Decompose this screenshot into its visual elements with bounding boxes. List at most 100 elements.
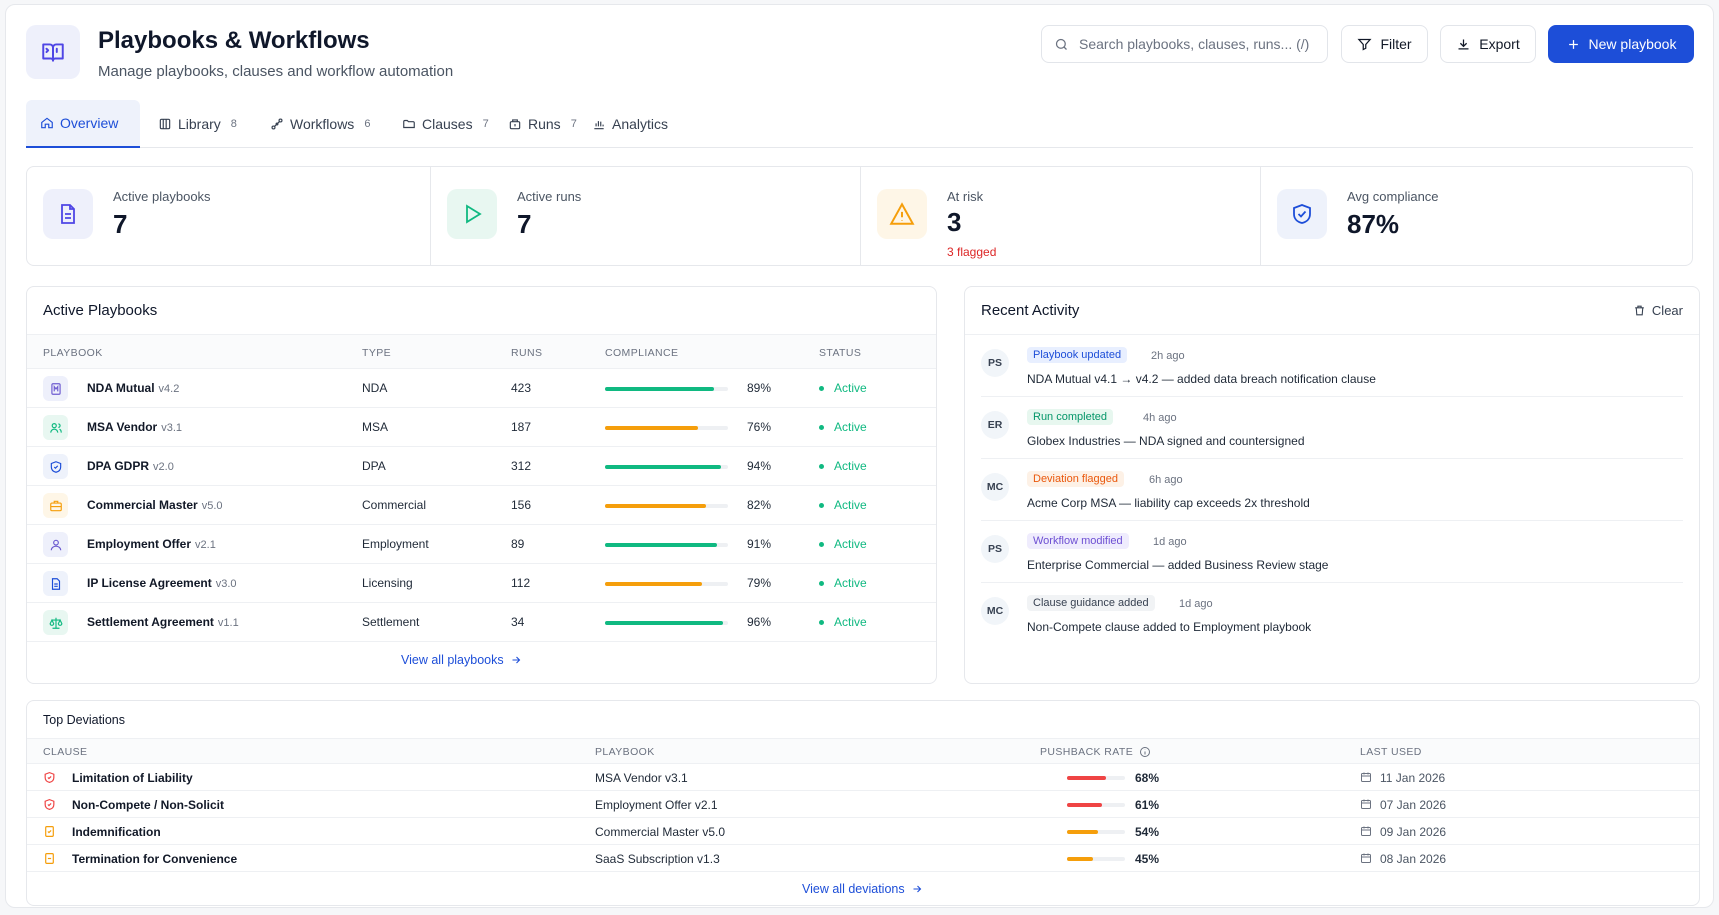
column-header: RUNS: [511, 347, 543, 359]
search-input[interactable]: Search playbooks, clauses, runs... (/): [1041, 25, 1328, 63]
page-header: Playbooks & Workflows Manage playbooks, …: [26, 25, 1694, 85]
filter-button[interactable]: Filter: [1341, 25, 1428, 63]
tab-overview[interactable]: Overview: [26, 100, 140, 148]
nda-icon: [43, 376, 68, 401]
table-row[interactable]: MSA Vendor v3.1 MSA 187 76% Active: [27, 408, 936, 447]
status-badge: Active: [819, 498, 867, 512]
activity-badge: Workflow modified: [1027, 533, 1129, 549]
table-row[interactable]: Termination for Convenience SaaS Subscri…: [27, 845, 1699, 872]
pushback-bar: [1067, 776, 1125, 780]
activity-item[interactable]: ER Run completed 4h ago Globex Industrie…: [981, 397, 1683, 459]
activity-badge: Playbook updated: [1027, 347, 1128, 363]
playbook-runs: 187: [511, 420, 532, 434]
pushback-bar: [1067, 803, 1125, 807]
compliance-bar-fill: [605, 465, 721, 469]
info-icon[interactable]: [1139, 746, 1151, 758]
activity-item[interactable]: PS Playbook updated 2h ago NDA Mutual v4…: [981, 335, 1683, 397]
table-row[interactable]: Indemnification Commercial Master v5.0 5…: [27, 818, 1699, 845]
tab-clauses[interactable]: Clauses 7: [388, 100, 503, 148]
playbook-name: Commercial Master: [87, 498, 198, 512]
activity-time: 1d ago: [1179, 598, 1213, 610]
playbook-name: Employment Offer v2.1: [595, 798, 718, 812]
clause-name: Indemnification: [72, 825, 161, 839]
compliance-bar: [605, 426, 728, 430]
playbook-name: Employment Offer: [87, 537, 192, 551]
document-warning-icon: [45, 826, 54, 837]
playbook-version: v3.1: [161, 422, 183, 434]
briefcase-icon: [43, 493, 68, 518]
bar-chart-icon: [594, 121, 604, 130]
tab-count: 8: [230, 118, 237, 130]
view-all-playbooks-link[interactable]: View all playbooks: [401, 653, 522, 667]
compliance-value: 94%: [747, 459, 772, 473]
download-icon: [1458, 39, 1469, 49]
activity-text: NDA Mutual v4.1 → v4.2 — added data brea…: [1027, 372, 1376, 386]
table-row[interactable]: Settlement Agreement v1.1 Settlement 34 9…: [27, 603, 936, 642]
playbook-version: v3.0: [215, 578, 237, 590]
shield-alert-icon: [44, 798, 55, 810]
stat-label: Active runs: [517, 189, 582, 204]
stat-value: 7: [517, 209, 532, 239]
playbook-runs: 312: [511, 459, 532, 473]
table-row[interactable]: NDA Mutual v4.2 NDA 423 89% Active: [27, 369, 936, 408]
tab-label: Library: [178, 116, 221, 132]
active-playbooks-card: Active Playbooks PLAYBOOK TYPE RUNS COMP…: [26, 286, 937, 684]
shield-alert-icon: [44, 771, 55, 783]
clear-button[interactable]: Clear: [1633, 303, 1683, 318]
activity-badge: Clause guidance added: [1027, 595, 1155, 611]
compliance-value: 76%: [747, 420, 772, 434]
column-header: PUSHBACK RATE: [1040, 746, 1134, 758]
compliance-bar-fill: [605, 543, 717, 547]
compliance-bar-fill: [605, 582, 703, 586]
playbook-runs: 112: [511, 576, 531, 590]
calendar-icon: [1361, 853, 1371, 863]
table-header: CLAUSE PLAYBOOK PUSHBACK RATE LAST USED: [27, 738, 1699, 764]
table-row[interactable]: Limitation of Liability MSA Vendor v3.1 …: [27, 764, 1699, 791]
table-row[interactable]: DPA GDPR v2.0 DPA 312 94% Active: [27, 447, 936, 486]
last-used: 11 Jan 2026: [1380, 771, 1446, 785]
view-all-deviations-link[interactable]: View all deviations: [802, 882, 923, 896]
tab-runs[interactable]: Runs 7: [494, 100, 591, 148]
pushback-bar-fill: [1067, 803, 1103, 807]
activity-item[interactable]: MC Clause guidance added 1d ago Non-Comp…: [981, 583, 1683, 645]
activity-item[interactable]: PS Workflow modified 1d ago Enterprise C…: [981, 521, 1683, 583]
status-badge: Active: [819, 381, 867, 395]
stat-active-runs: Active runs 7: [430, 167, 860, 265]
document-icon: [43, 189, 93, 239]
playbook-version: v1.1: [217, 617, 239, 629]
table-row[interactable]: Commercial Master v5.0 Commercial 156 82%…: [27, 486, 936, 525]
export-button[interactable]: Export: [1440, 25, 1536, 63]
playbook-name: IP License Agreement: [87, 576, 212, 590]
tab-library[interactable]: Library 8: [144, 100, 251, 148]
tab-analytics[interactable]: Analytics: [578, 100, 682, 148]
stat-at-risk: At risk 3 3 flagged: [860, 167, 1260, 265]
activity-item[interactable]: MC Deviation flagged 6h ago Acme Corp MS…: [981, 459, 1683, 521]
top-deviations-card: Top Deviations CLAUSE PLAYBOOK PUSHBACK …: [26, 700, 1700, 906]
column-header: LAST USED: [1360, 746, 1422, 758]
playbook-runs: 156: [511, 498, 532, 512]
new-playbook-button[interactable]: New playbook: [1548, 25, 1694, 63]
calendar-icon: [1361, 826, 1371, 836]
stat-value: 7: [113, 209, 128, 239]
table-row[interactable]: Employment Offer v2.1 Employment 89 91% A…: [27, 525, 936, 564]
compliance-bar: [605, 465, 728, 469]
stat-label: Avg compliance: [1347, 189, 1439, 204]
compliance-bar-fill: [605, 426, 699, 430]
activity-time: 4h ago: [1143, 412, 1177, 424]
page-title: Playbooks & Workflows: [98, 27, 370, 54]
column-header: PLAYBOOK: [595, 746, 655, 758]
tab-label: Runs: [528, 116, 561, 132]
table-row[interactable]: Non-Compete / Non-Solicit Employment Off…: [27, 791, 1699, 818]
last-used: 07 Jan 2026: [1380, 798, 1447, 812]
activity-text: Globex Industries — NDA signed and count…: [1027, 434, 1305, 448]
stats-strip: Active playbooks 7 Active runs 7 At risk…: [26, 166, 1693, 266]
table-row[interactable]: IP License Agreement v3.0 Licensing 112 7…: [27, 564, 936, 603]
link-label: View all playbooks: [401, 653, 504, 667]
compliance-bar: [605, 504, 728, 508]
tab-bar: Overview Library 8 Workflows 6 Clauses 7…: [26, 100, 1693, 148]
activity-text: Enterprise Commercial — added Business R…: [1027, 558, 1329, 572]
status-badge: Active: [819, 420, 867, 434]
pushback-rate: 61%: [1135, 798, 1160, 812]
tab-workflows[interactable]: Workflows 6: [256, 100, 384, 148]
pushback-rate: 54%: [1135, 825, 1160, 839]
